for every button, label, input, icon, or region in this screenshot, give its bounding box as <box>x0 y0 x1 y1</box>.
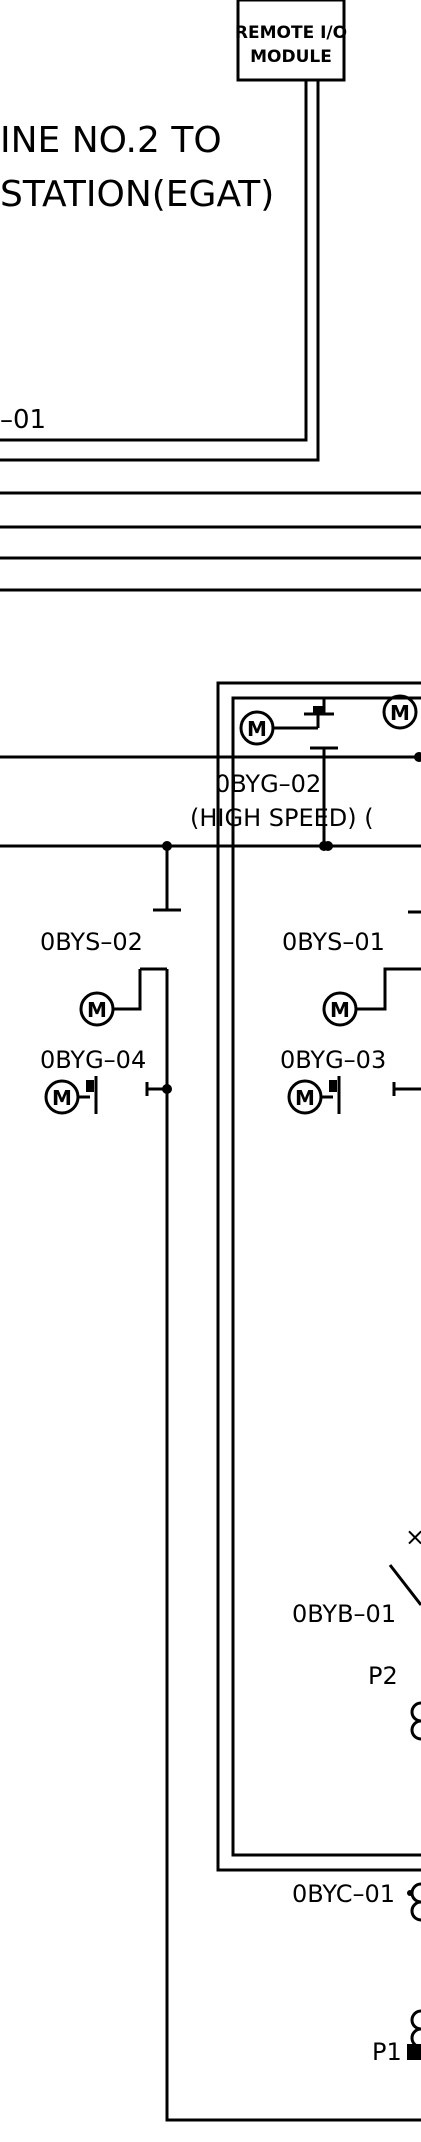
bus-lines <box>0 491 421 592</box>
label-obyg02: 0BYG–02 <box>215 770 321 798</box>
port-p1: P1 <box>372 2038 402 2066</box>
motor-icon <box>382 694 418 730</box>
label-obyg03: 0BYG–03 <box>280 1046 386 1074</box>
feeder-left: 0BYS–02 M 0BYG–04 M <box>40 846 181 1887</box>
disconnector-obyb01: × 0BYB–01 P2 <box>292 1523 421 1741</box>
label-high-speed: (HIGH SPEED) ( <box>190 804 374 832</box>
tag-fragment: –01 <box>0 405 46 435</box>
remote-io-module: REMOTE I/O MODULE <box>235 0 347 82</box>
port-p2: P2 <box>368 1662 398 1690</box>
remote-io-cables <box>0 80 320 462</box>
motor-symbol: M <box>247 717 267 741</box>
label-obyb01: 0BYB–01 <box>292 1600 396 1628</box>
feeder-right: 0BYS–01 M 0BYG–03 M <box>280 910 421 1115</box>
remote-io-label-line2: MODULE <box>250 47 332 67</box>
label-obys01: 0BYS–01 <box>282 928 385 956</box>
motor-symbol: M <box>52 1086 72 1110</box>
cross-mark: × <box>405 1523 421 1551</box>
motor-symbol: M <box>295 1086 315 1110</box>
motor-symbol: M <box>87 998 107 1022</box>
remote-io-label-line1: REMOTE I/O <box>235 23 347 43</box>
label-obyg04: 0BYG–04 <box>40 1046 146 1074</box>
title-line1: INE NO.2 TO <box>0 120 222 161</box>
internal-busbars <box>0 752 421 851</box>
motor-symbol: M <box>390 701 410 725</box>
motor-symbol: M <box>330 998 350 1022</box>
breaker-obyg02: M M 0BYG–02 (HIGH SPEED) ( <box>190 694 418 851</box>
transformer-obyc01: 0BYC–01 P1 <box>165 1880 421 2122</box>
enclosure <box>216 681 421 1872</box>
title-line2: STATION(EGAT) <box>0 174 274 215</box>
label-obys02: 0BYS–02 <box>40 928 143 956</box>
label-obyc01: 0BYC–01 <box>292 1880 395 1908</box>
